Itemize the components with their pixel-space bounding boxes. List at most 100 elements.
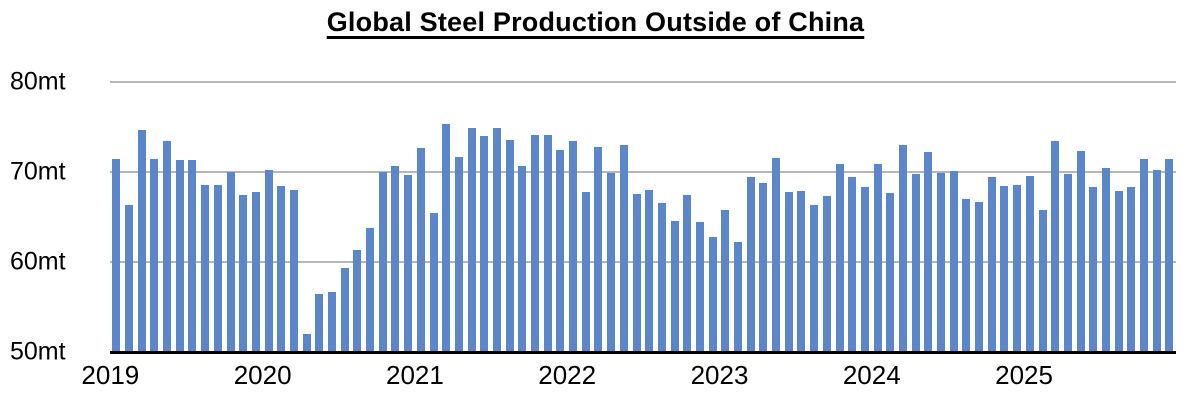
bars-container: [110, 82, 1176, 352]
gridline-80: [110, 81, 1176, 83]
bar-slot: [186, 82, 199, 352]
bar-2023-05: [772, 157, 781, 352]
bar-slot: [516, 82, 529, 352]
bar-slot: [491, 82, 504, 352]
bar-2022-03: [594, 146, 603, 352]
bar-slot: [592, 82, 605, 352]
bar-2020-07: [340, 268, 349, 352]
bar-2024-03: [898, 145, 907, 352]
bar-2023-01: [721, 209, 730, 352]
bar-slot: [821, 82, 834, 352]
bar-slot: [909, 82, 922, 352]
bar-2020-02: [277, 185, 286, 352]
bar-slot: [922, 82, 935, 352]
bar-2019-11: [239, 194, 248, 352]
y-tick-label-60: 60mt: [10, 247, 66, 276]
bar-2025-11: [1152, 170, 1161, 352]
bar-slot: [262, 82, 275, 352]
bar-slot: [465, 82, 478, 352]
bar-slot: [808, 82, 821, 352]
bar-slot: [706, 82, 719, 352]
bar-slot: [973, 82, 986, 352]
bar-2020-05: [315, 294, 324, 352]
bar-slot: [503, 82, 516, 352]
bar-2022-04: [607, 172, 616, 352]
gridline-70: [110, 170, 1176, 173]
x-tick-label-2020: 2020: [233, 360, 292, 390]
bar-2022-10: [683, 194, 692, 352]
bar-2024-02: [886, 192, 895, 352]
bar-2023-06: [784, 191, 793, 352]
bar-slot: [998, 82, 1011, 352]
bar-slot: [1024, 82, 1037, 352]
bar-2022-02: [581, 191, 590, 352]
bar-2019-09: [213, 184, 222, 352]
bar-slot: [275, 82, 288, 352]
bar-slot: [453, 82, 466, 352]
chart-title: Global Steel Production Outside of China: [326, 7, 865, 37]
bar-2024-11: [1000, 186, 1009, 352]
bar-slot: [135, 82, 148, 352]
bar-slot: [668, 82, 681, 352]
bar-2023-12: [860, 187, 869, 352]
bar-slot: [402, 82, 415, 352]
bar-2020-11: [391, 165, 400, 352]
bar-slot: [935, 82, 948, 352]
bar-2024-05: [924, 152, 933, 352]
bar-slot: [630, 82, 643, 352]
bar-slot: [770, 82, 783, 352]
bar-slot: [427, 82, 440, 352]
bar-2022-07: [645, 190, 654, 352]
bar-2023-03: [746, 177, 755, 352]
bar-2021-04: [454, 156, 463, 352]
bar-slot: [1125, 82, 1138, 352]
bar-slot: [960, 82, 973, 352]
bar-2025-08: [1114, 190, 1123, 352]
bar-2025-03: [1051, 141, 1060, 352]
bar-2023-09: [822, 196, 831, 352]
bar-slot: [364, 82, 377, 352]
bar-slot: [846, 82, 859, 352]
bar-2025-05: [1076, 151, 1085, 352]
bar-2025-09: [1127, 187, 1136, 352]
bar-2020-03: [289, 190, 298, 352]
x-tick-label-2019: 2019: [81, 360, 140, 390]
bar-slot: [1150, 82, 1163, 352]
x-tick-label-2024: 2024: [842, 360, 901, 390]
bar-2022-09: [670, 220, 679, 352]
bar-slot: [719, 82, 732, 352]
bar-slot: [1100, 82, 1113, 352]
bar-2021-09: [518, 165, 527, 352]
bar-2019-12: [251, 191, 260, 352]
bar-2019-03: [137, 129, 146, 352]
bar-slot: [326, 82, 339, 352]
y-tick-label-50: 50mt: [10, 337, 66, 366]
bar-slot: [947, 82, 960, 352]
bar-slot: [478, 82, 491, 352]
bar-slot: [161, 82, 174, 352]
bar-2024-07: [949, 171, 958, 352]
bar-2021-05: [467, 127, 476, 352]
bar-slot: [1112, 82, 1125, 352]
bar-2019-10: [226, 172, 235, 352]
bar-2019-02: [125, 205, 134, 352]
bar-slot: [567, 82, 580, 352]
bar-slot: [110, 82, 123, 352]
bar-2025-06: [1089, 187, 1098, 352]
bar-2024-04: [911, 173, 920, 352]
bar-2022-05: [619, 145, 628, 352]
bar-slot: [732, 82, 745, 352]
bar-slot: [1011, 82, 1024, 352]
bar-2020-01: [264, 170, 273, 352]
bar-2024-12: [1013, 184, 1022, 352]
bar-slot: [541, 82, 554, 352]
bar-2022-08: [657, 202, 666, 352]
bar-slot: [884, 82, 897, 352]
bar-2021-02: [429, 213, 438, 352]
bar-2019-04: [150, 158, 159, 352]
bar-2021-07: [492, 127, 501, 352]
bar-slot: [300, 82, 313, 352]
bar-2022-12: [708, 236, 717, 352]
bar-2024-08: [962, 199, 971, 352]
bar-2024-10: [987, 176, 996, 352]
